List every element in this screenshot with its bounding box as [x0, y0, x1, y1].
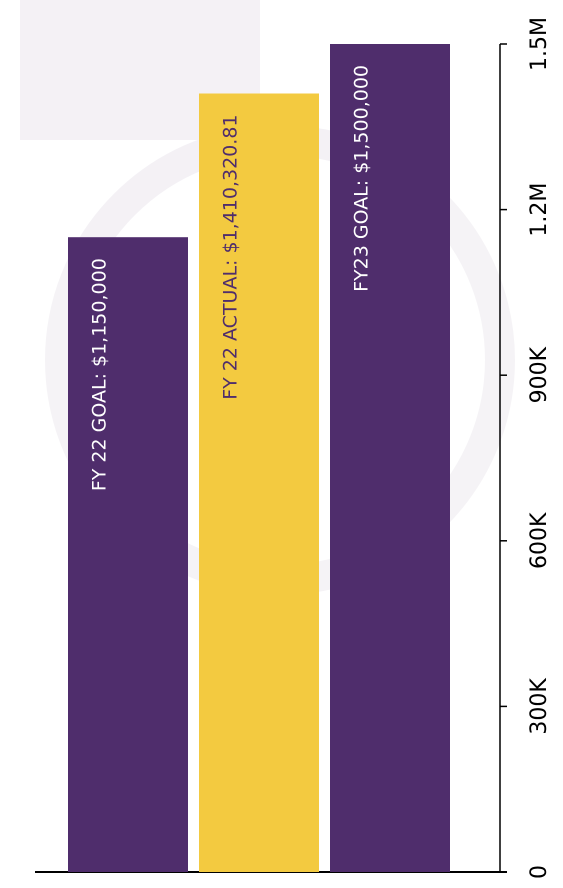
- bar: [330, 44, 450, 872]
- bar-label: FY23 GOAL: $1,500,000: [351, 65, 373, 292]
- y-tick-label: 1.2M: [527, 183, 552, 237]
- bar-label: FY 22 GOAL: $1,150,000: [89, 258, 111, 491]
- page: 0 300K 600K 900K 1.2M 1.5M FY 22 GOAL: $1,150,…: [0, 0, 563, 888]
- bar-label: FY 22 ACTUAL: $1,410,320.81: [220, 115, 242, 400]
- bar: [199, 94, 319, 872]
- chart: 0 300K 600K 900K 1.2M 1.5M FY 22 GOAL: $1,150,…: [0, 0, 563, 888]
- y-tick-label: 1.5M: [527, 17, 552, 71]
- y-tick-label: 900K: [527, 346, 552, 403]
- y-tick-label: 600K: [527, 512, 552, 569]
- bar: [68, 237, 188, 872]
- y-tick-label: 300K: [527, 678, 552, 735]
- y-tick-label: 0: [527, 865, 552, 879]
